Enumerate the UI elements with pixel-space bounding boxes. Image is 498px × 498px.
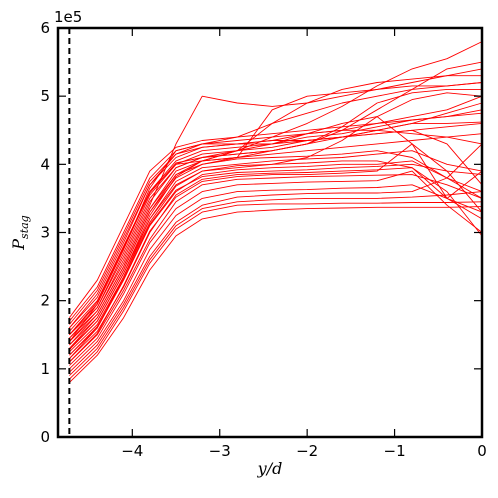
series-line-2 <box>69 206 483 383</box>
series-line-26 <box>69 68 483 342</box>
series-lines <box>69 41 483 383</box>
y-tick-label: 2 <box>40 292 50 310</box>
axis-ticks: −4 −3 −2 −1 0 0 1 2 3 4 5 6 <box>40 19 486 460</box>
plot-frame <box>56 26 484 439</box>
series-line-16 <box>69 143 483 363</box>
series-line-9 <box>69 160 483 356</box>
series-line-1 <box>69 201 483 380</box>
y-tick-label: 1 <box>40 360 50 378</box>
series-line-32 <box>69 116 483 359</box>
y-tick-label: 6 <box>40 19 50 37</box>
series-line-6 <box>69 170 483 366</box>
y-axis-label-main: P <box>9 239 28 251</box>
x-tick-label: −3 <box>209 442 231 460</box>
series-line-8 <box>69 167 483 359</box>
series-line-4 <box>69 177 483 373</box>
series-line-30 <box>69 92 483 351</box>
series-line-29 <box>69 88 482 336</box>
y-tick-label: 3 <box>40 224 50 242</box>
y-tick-label: 0 <box>40 428 50 446</box>
x-axis-label: y/d <box>257 459 283 478</box>
y-axis-label-sub: stag <box>18 215 31 239</box>
x-tick-label: −1 <box>384 442 406 460</box>
series-line-15 <box>69 163 483 356</box>
y-offset-label: 1e5 <box>54 8 82 26</box>
series-line-12 <box>69 143 483 346</box>
series-line-22 <box>69 129 483 322</box>
series-line-23 <box>69 112 483 318</box>
series-line-21 <box>69 129 483 325</box>
series-line-3 <box>69 191 483 376</box>
x-tick-label: 0 <box>477 442 487 460</box>
y-axis-label: Pstag <box>9 215 31 250</box>
series-line-5 <box>69 184 483 370</box>
series-line-27 <box>69 41 483 346</box>
y-tick-label: 5 <box>40 87 50 105</box>
x-tick-label: −2 <box>296 442 318 460</box>
series-line-24 <box>69 82 483 336</box>
x-tick-label: −4 <box>121 442 143 460</box>
series-line-31 <box>69 82 483 329</box>
series-line-7 <box>69 174 483 363</box>
y-tick-label: 4 <box>40 155 50 173</box>
series-line-18 <box>69 109 483 332</box>
series-line-25 <box>69 75 482 339</box>
series-line-28 <box>69 61 483 349</box>
